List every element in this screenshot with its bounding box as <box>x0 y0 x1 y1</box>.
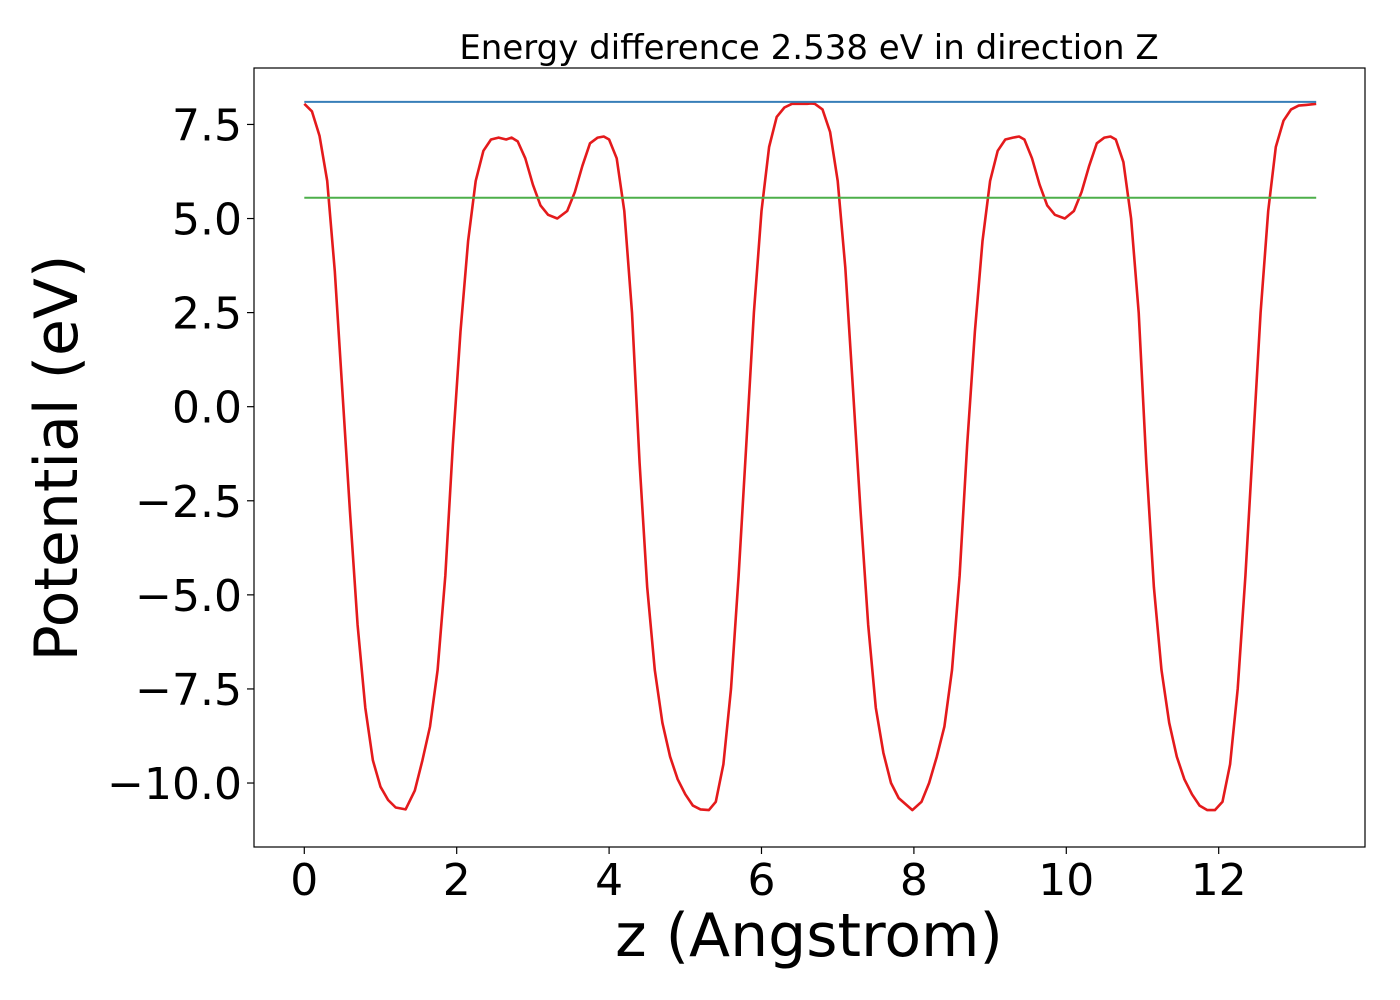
y-axis-label: Potential (eV) <box>22 255 92 662</box>
plot-area-frame <box>253 67 1366 848</box>
chart-title: Energy difference 2.538 eV in direction … <box>459 28 1158 68</box>
y-tick-label: −7.5 <box>135 665 242 716</box>
x-tick-label: 0 <box>290 855 318 906</box>
x-tick-label: 12 <box>1191 855 1247 906</box>
y-tick-label: −5.0 <box>135 571 242 622</box>
y-tick-label: 0.0 <box>172 383 242 434</box>
y-tick-label: 5.0 <box>172 195 242 246</box>
y-tick-label: 2.5 <box>172 289 242 340</box>
y-axis: −10.0 −7.5 −5.0 −2.5 0.0 2.5 5.0 7.5 <box>107 100 254 810</box>
x-tick-label: 8 <box>900 855 928 906</box>
y-tick-label: −10.0 <box>107 759 242 810</box>
x-tick-label: 4 <box>595 855 623 906</box>
y-tick-label: −2.5 <box>135 477 242 528</box>
series-line-0 <box>303 102 1317 812</box>
x-tick-label: 10 <box>1038 855 1094 906</box>
x-tick-label: 2 <box>443 855 471 906</box>
y-tick-label: 7.5 <box>172 100 242 151</box>
x-axis: 0 2 4 6 8 10 12 <box>290 847 1247 906</box>
x-axis-label: z (Angstrom) <box>615 901 1003 971</box>
x-tick-label: 6 <box>747 855 775 906</box>
